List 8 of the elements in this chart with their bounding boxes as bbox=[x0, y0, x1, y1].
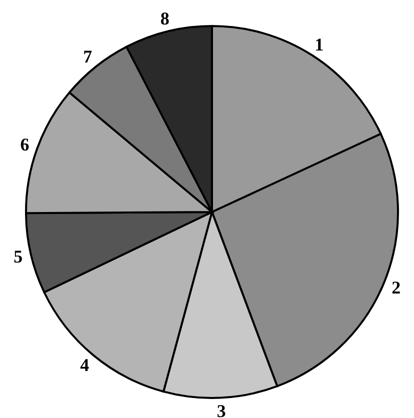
slice-label: 3 bbox=[216, 400, 226, 418]
slice-label: 7 bbox=[83, 46, 92, 67]
slice-label: 1 bbox=[314, 34, 324, 54]
slice-label: 6 bbox=[20, 134, 30, 155]
slice-label: 2 bbox=[392, 278, 401, 298]
slice-label: 8 bbox=[160, 8, 170, 29]
slice-label: 4 bbox=[80, 354, 90, 375]
slice-label: 5 bbox=[14, 246, 23, 267]
